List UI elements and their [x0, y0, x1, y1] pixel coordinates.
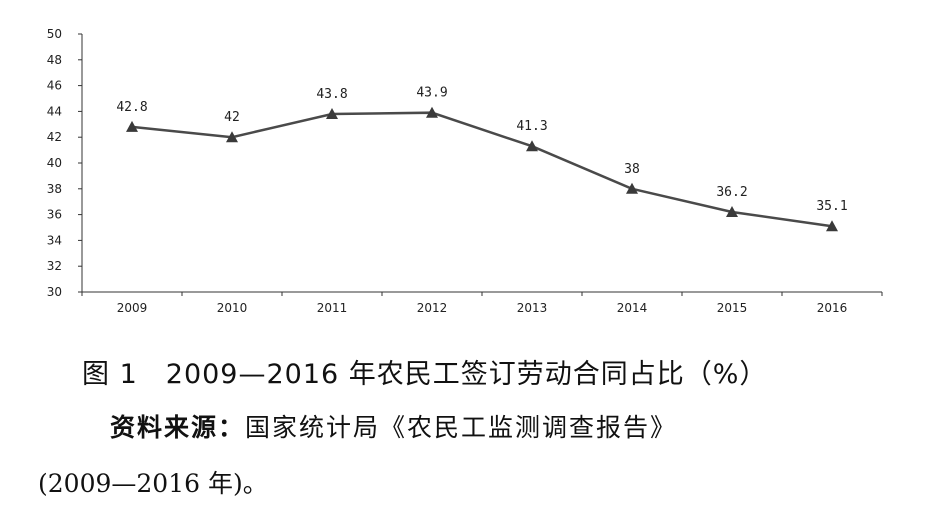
data-point-marker — [826, 220, 838, 232]
x-tick-label: 2010 — [217, 301, 248, 315]
x-tick-label: 2016 — [817, 301, 848, 315]
data-point-marker — [126, 120, 138, 132]
source-text: 国家统计局《农民工监测调查报告》 — [245, 413, 678, 442]
series-line — [131, 111, 833, 228]
x-tick-label: 2015 — [717, 301, 748, 315]
data-label: 41.3 — [516, 119, 547, 134]
data-series — [126, 106, 838, 232]
data-point-marker — [226, 131, 238, 143]
data-point-marker — [526, 140, 538, 152]
data-label: 43.8 — [316, 87, 347, 102]
data-point-marker — [626, 182, 638, 194]
data-label: 38 — [624, 162, 640, 177]
data-point-marker — [726, 206, 738, 218]
y-tick-label: 46 — [47, 79, 62, 93]
y-tick-label: 48 — [47, 53, 62, 67]
source-note: 资料来源：国家统计局《农民工监测调查报告》 — [110, 408, 677, 444]
y-tick-label: 44 — [47, 104, 62, 118]
y-tick-label: 40 — [47, 156, 62, 170]
data-labels: 42.8 42 43.8 43.9 41.3 38 36.2 35.1 — [116, 86, 847, 215]
x-axis-ticks: 2009 2010 2011 2012 2013 2014 2015 2016 — [81, 292, 883, 315]
y-tick-label: 30 — [47, 285, 62, 299]
source-label: 资料来源： — [110, 413, 246, 442]
y-axis-ticks: 30 32 34 36 38 40 42 44 46 48 50 — [47, 27, 82, 299]
y-tick-label: 36 — [47, 208, 62, 222]
y-tick-label: 32 — [47, 259, 62, 273]
y-tick-label: 42 — [47, 130, 62, 144]
data-label: 42 — [224, 110, 240, 125]
data-label: 42.8 — [116, 100, 147, 115]
x-tick-label: 2011 — [317, 301, 348, 315]
x-tick-label: 2009 — [117, 301, 148, 315]
figure-caption: 图 1 2009—2016 年农民工签订劳动合同占比（%） — [82, 359, 768, 390]
y-tick-label: 34 — [47, 233, 62, 247]
data-point-marker — [426, 106, 438, 118]
x-tick-label: 2013 — [517, 301, 548, 315]
y-tick-label: 50 — [47, 27, 62, 41]
x-tick-label: 2012 — [417, 301, 448, 315]
y-tick-label: 38 — [47, 182, 62, 196]
data-label: 36.2 — [716, 185, 747, 200]
chart-axes — [81, 34, 882, 293]
x-tick-label: 2014 — [617, 301, 648, 315]
data-label: 43.9 — [416, 86, 447, 101]
source-years: (2009—2016 年)。 — [38, 469, 268, 498]
data-point-marker — [326, 107, 338, 119]
data-label: 35.1 — [816, 199, 847, 214]
